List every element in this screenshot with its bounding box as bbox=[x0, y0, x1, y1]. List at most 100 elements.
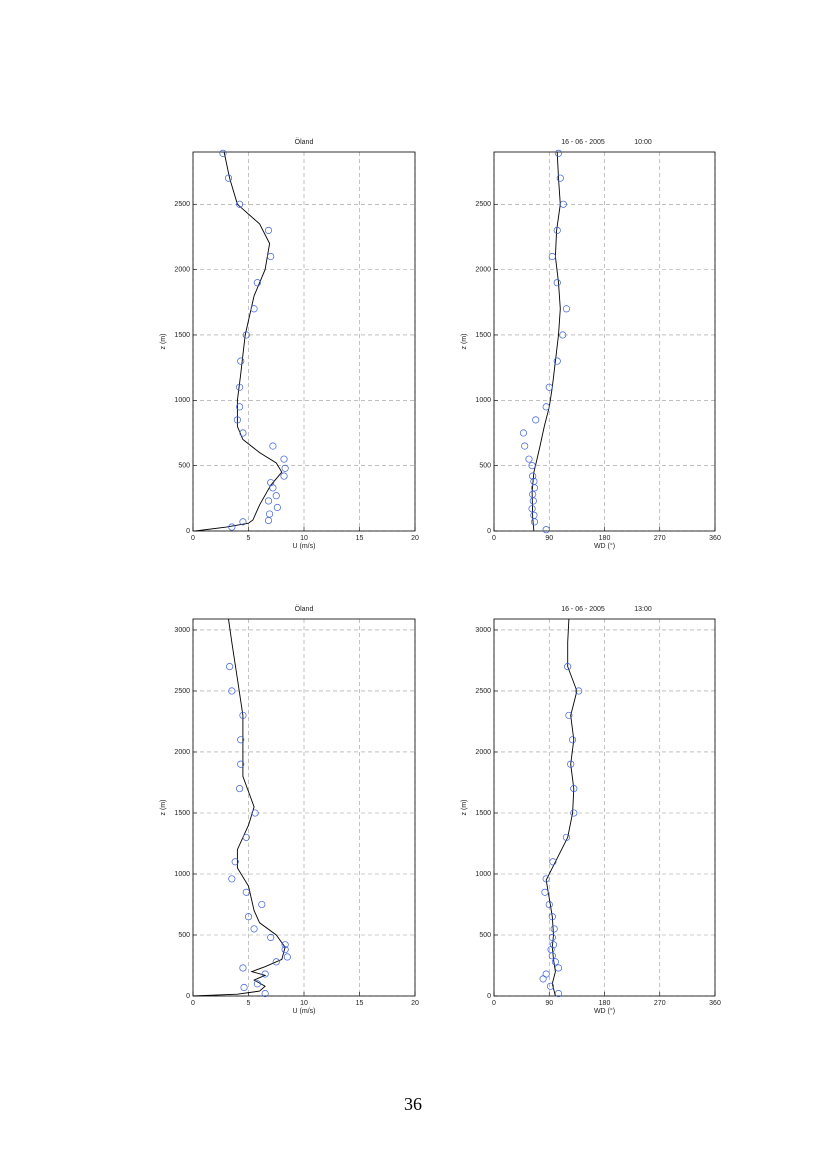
y-axis-label: z (m) bbox=[160, 334, 167, 350]
observation-point bbox=[236, 403, 244, 411]
observation-point bbox=[228, 523, 236, 531]
x-tick-label: 0 bbox=[492, 535, 496, 542]
observation-point bbox=[250, 925, 258, 933]
y-tick-label: 1500 bbox=[174, 332, 190, 339]
chart-title: Öland bbox=[295, 138, 314, 146]
x-tick-label: 15 bbox=[356, 535, 364, 542]
x-tick-label: 20 bbox=[411, 1000, 419, 1007]
x-tick-label: 90 bbox=[545, 1000, 553, 1007]
y-tick-label: 500 bbox=[479, 932, 491, 939]
observation-point bbox=[545, 900, 553, 909]
observation-point bbox=[553, 226, 561, 234]
observation-point bbox=[236, 383, 244, 391]
observation-point bbox=[239, 964, 247, 972]
chart-time: 10:00 bbox=[634, 139, 652, 146]
x-tick-label: 10 bbox=[300, 1000, 308, 1007]
plot-frame bbox=[192, 151, 416, 532]
chart: 0 500 1000 1500 2000 2500 0 90 180 270 360 16 - 06 … bbox=[461, 139, 721, 550]
y-tick-label: 0 bbox=[487, 528, 491, 535]
observation-point bbox=[269, 484, 277, 492]
observation-point bbox=[554, 149, 563, 157]
observation-point bbox=[264, 497, 273, 505]
x-axis-label: U (m/s) bbox=[293, 543, 316, 550]
observation-point bbox=[264, 226, 273, 234]
x-tick-label: 15 bbox=[356, 1000, 364, 1007]
observation-point bbox=[545, 383, 553, 391]
observation-point bbox=[528, 505, 536, 513]
observation-point bbox=[521, 442, 529, 450]
page-number: 36 bbox=[404, 1094, 422, 1114]
observation-point bbox=[273, 503, 281, 512]
observation-point bbox=[575, 687, 583, 695]
observation-point bbox=[258, 900, 266, 909]
plot-area bbox=[193, 619, 415, 996]
observation-point bbox=[530, 518, 539, 526]
observation-point bbox=[551, 958, 559, 966]
observation-point bbox=[253, 279, 261, 287]
observation-point bbox=[240, 983, 248, 992]
x-tick-label: 270 bbox=[654, 535, 666, 542]
observation-point bbox=[570, 809, 578, 817]
observation-point bbox=[528, 462, 536, 470]
observation-point bbox=[250, 305, 258, 313]
observation-point bbox=[239, 429, 247, 437]
observation-point bbox=[237, 357, 245, 365]
observation-point bbox=[242, 888, 250, 896]
y-tick-label: 1000 bbox=[475, 397, 491, 404]
observation-point bbox=[562, 305, 570, 313]
observation-point bbox=[239, 518, 247, 526]
observation-point bbox=[569, 736, 577, 744]
y-tick-label: 2500 bbox=[174, 688, 190, 695]
x-tick-label: 5 bbox=[247, 535, 251, 542]
observation-point bbox=[549, 941, 558, 949]
chart-title: 16 - 06 - 2005 bbox=[561, 606, 605, 613]
y-tick-label: 500 bbox=[178, 462, 190, 469]
observation-point bbox=[219, 149, 227, 157]
y-tick-label: 1500 bbox=[174, 810, 190, 817]
observation-point bbox=[236, 200, 244, 208]
observation-point bbox=[267, 479, 275, 487]
x-tick-label: 0 bbox=[191, 1000, 195, 1007]
y-tick-label: 1500 bbox=[475, 810, 491, 817]
y-axis-label: z (m) bbox=[461, 800, 468, 816]
observation-point bbox=[525, 455, 533, 463]
chart-time: 13:00 bbox=[634, 606, 652, 613]
observation-point bbox=[281, 946, 289, 954]
observation-point bbox=[548, 952, 556, 960]
y-axis-label: z (m) bbox=[461, 334, 468, 350]
plot-frame bbox=[493, 151, 716, 532]
x-tick-label: 180 bbox=[599, 1000, 611, 1007]
x-tick-label: 10 bbox=[300, 535, 308, 542]
observation-point bbox=[553, 357, 561, 365]
observation-point bbox=[559, 331, 567, 339]
observation-point bbox=[226, 663, 234, 671]
chart-title: Öland bbox=[295, 605, 314, 613]
chart-title: 16 - 06 - 2005 bbox=[561, 139, 605, 146]
observation-point bbox=[548, 913, 556, 921]
observation-point bbox=[519, 429, 528, 437]
observation-point bbox=[565, 711, 573, 719]
observation-point bbox=[281, 464, 289, 472]
x-tick-label: 360 bbox=[709, 535, 721, 542]
x-axis-label: WD (°) bbox=[594, 542, 615, 550]
x-tick-label: 90 bbox=[545, 535, 553, 542]
y-tick-label: 3000 bbox=[475, 627, 491, 634]
chart: 0 500 1000 1500 2000 2500 3000 0 90 180 270 360 16 -… bbox=[461, 606, 721, 1015]
observation-point bbox=[541, 888, 549, 896]
y-tick-label: 500 bbox=[178, 932, 190, 939]
plot-area bbox=[494, 619, 715, 996]
y-tick-label: 2000 bbox=[174, 266, 190, 273]
x-tick-label: 360 bbox=[709, 1000, 721, 1007]
observation-point bbox=[242, 331, 250, 339]
observation-point bbox=[559, 200, 567, 208]
profile-line bbox=[531, 151, 561, 532]
observation-point bbox=[224, 174, 233, 182]
x-tick-label: 0 bbox=[492, 1000, 496, 1007]
observation-point bbox=[242, 833, 250, 841]
observation-point bbox=[261, 970, 269, 978]
observation-point bbox=[550, 925, 558, 933]
y-tick-label: 1000 bbox=[475, 871, 491, 878]
observation-point bbox=[261, 990, 269, 998]
observation-point bbox=[244, 913, 253, 921]
observation-point bbox=[264, 516, 273, 525]
